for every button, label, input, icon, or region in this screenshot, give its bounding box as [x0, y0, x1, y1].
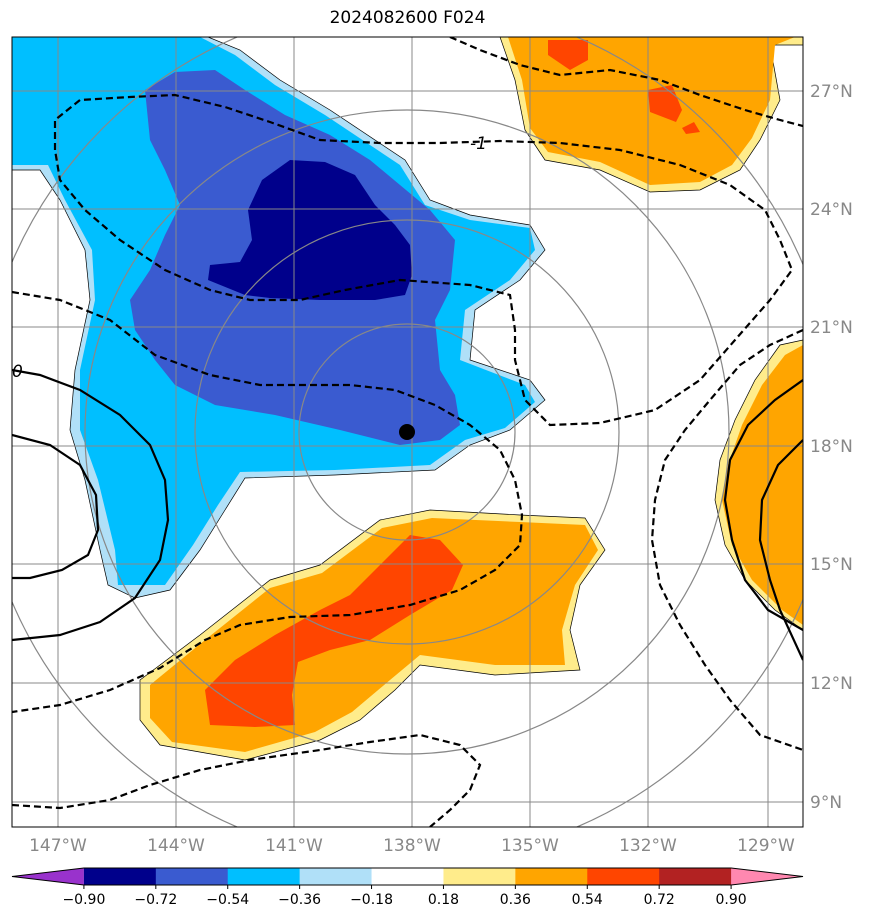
colorbar-tick-label: −0.54 — [206, 892, 249, 908]
colorbar-segment — [227, 868, 301, 885]
colorbar-segment — [587, 868, 660, 885]
graticule — [12, 37, 803, 827]
colorbar-tick-label: 0.54 — [572, 892, 603, 908]
colorbar-segments — [11, 867, 804, 886]
colorbar-ticks: −0.90 −0.72 −0.54 −0.36 −0.18 0.18 0.36 0.54 0.7… — [62, 885, 747, 908]
northeast-red-orange-fill — [548, 40, 588, 70]
colorbar-segment — [12, 868, 84, 885]
colorbar-tick-label: 0.90 — [716, 892, 747, 908]
contour-label-zero: 0 — [12, 362, 23, 382]
positive-anomaly-region — [139, 37, 803, 761]
lat-label: 12°N — [810, 674, 853, 694]
lon-label: 147°W — [29, 836, 87, 856]
negative-contours — [12, 37, 803, 827]
lon-label: 129°W — [737, 836, 795, 856]
colorbar-segment — [515, 868, 588, 885]
lon-label: 144°W — [147, 836, 205, 856]
storm-center-marker — [399, 424, 415, 440]
map-title: 2024082600 F024 — [329, 8, 486, 28]
lon-label: 138°W — [383, 836, 441, 856]
colorbar-segment — [83, 868, 157, 885]
colorbar-segment — [659, 868, 732, 885]
colorbar-segment — [443, 868, 516, 885]
lon-label: 135°W — [501, 836, 559, 856]
colorbar-tick-label: −0.18 — [350, 892, 393, 908]
colorbar-tick-label: −0.36 — [278, 892, 321, 908]
lat-label: 24°N — [810, 200, 853, 220]
dark-blue-fill — [208, 160, 412, 300]
map-frame — [11, 36, 804, 828]
northeast-red-orange-fill-3 — [682, 122, 700, 134]
contour-label-minus-one: -1 — [470, 134, 487, 154]
colorbar-tick-label: −0.72 — [134, 892, 177, 908]
map-area: -1 0 — [12, 37, 803, 827]
colorbar-segment — [299, 868, 373, 885]
zero-contours — [12, 368, 803, 661]
latitude-labels: 27°N 24°N 21°N 18°N 15°N 12°N 9°N — [810, 82, 853, 813]
lat-label: 15°N — [810, 555, 853, 575]
lat-label: 18°N — [810, 437, 853, 457]
lat-label: 9°N — [810, 793, 842, 813]
colorbar-segment — [155, 868, 229, 885]
lon-label: 141°W — [265, 836, 323, 856]
colorbar-tick-label: 0.72 — [644, 892, 675, 908]
colorbar-tick-label: −0.90 — [62, 892, 105, 908]
colorbar-tick-label: 0.18 — [428, 892, 459, 908]
colorbar: −0.90 −0.72 −0.54 −0.36 −0.18 0.18 0.36 0.54 0.7… — [11, 867, 804, 908]
range-rings — [12, 37, 803, 827]
lat-label: 27°N — [810, 82, 853, 102]
lon-label: 132°W — [619, 836, 677, 856]
longitude-labels: 147°W 144°W 141°W 138°W 135°W 132°W 129°… — [29, 836, 795, 856]
east-orange-fill — [722, 345, 803, 625]
colorbar-tick-label: 0.36 — [500, 892, 531, 908]
colorbar-segment — [731, 868, 803, 885]
colorbar-segment — [371, 868, 444, 885]
lat-label: 21°N — [810, 318, 853, 338]
